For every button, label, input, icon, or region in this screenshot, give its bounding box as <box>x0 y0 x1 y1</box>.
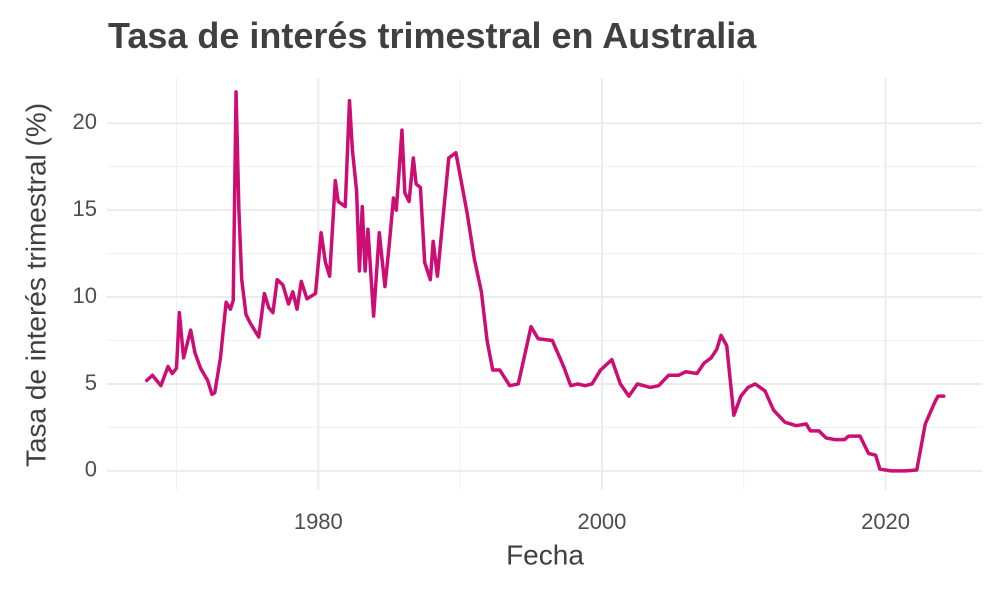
y-tick-label: 5 <box>85 370 97 395</box>
y-axis-title: Tasa de interés trimestral (%) <box>20 103 51 467</box>
y-tick-label: 10 <box>73 283 97 308</box>
plot-area <box>144 90 946 473</box>
chart-title: Tasa de interés trimestral en Australia <box>108 15 757 56</box>
y-tick-label: 0 <box>85 457 97 482</box>
x-tick-label: 2020 <box>861 509 910 534</box>
x-tick-label: 1980 <box>294 509 343 534</box>
grid <box>107 78 982 490</box>
x-axis-title: Fecha <box>506 539 584 570</box>
x-tick-label: 2000 <box>577 509 626 534</box>
y-tick-label: 20 <box>73 109 97 134</box>
y-tick-label: 15 <box>73 196 97 221</box>
line <box>144 90 946 473</box>
